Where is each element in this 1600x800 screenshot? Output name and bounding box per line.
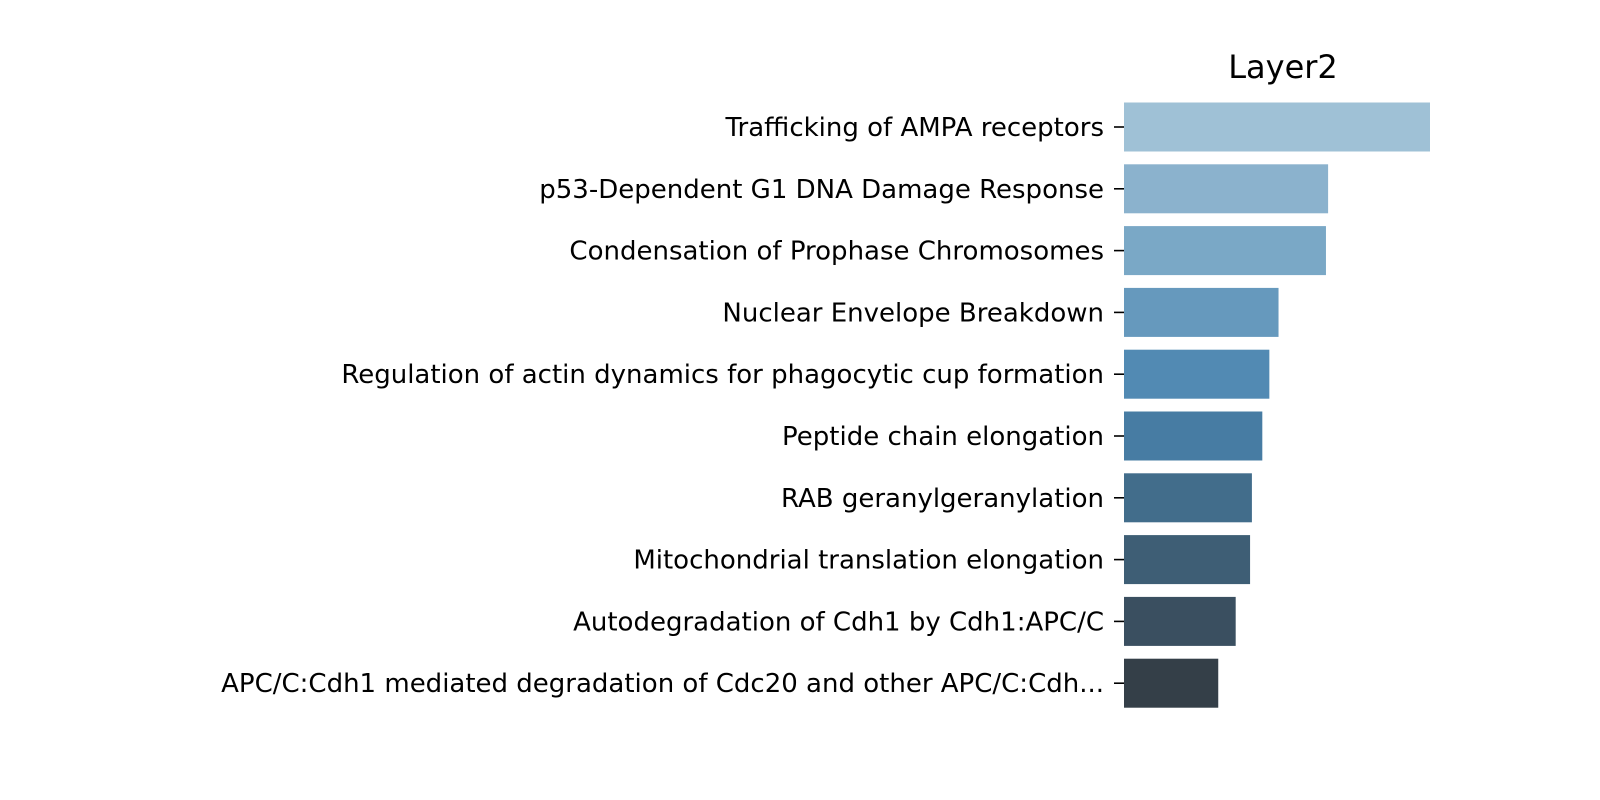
y-tick-label: Nuclear Envelope Breakdown	[722, 298, 1104, 328]
y-tick-label: p53-Dependent G1 DNA Damage Response	[539, 175, 1104, 205]
y-tick-label: RAB geranylgeranylation	[781, 484, 1104, 514]
bar-2	[1124, 164, 1329, 214]
bar-5	[1124, 349, 1270, 399]
y-tick-label: Regulation of actin dynamics for phagocy…	[341, 360, 1104, 390]
bars-group	[1124, 102, 1430, 708]
bar-4	[1124, 287, 1279, 337]
y-axis-tick-labels: Trafficking of AMPA receptors p53-Depende…	[221, 113, 1104, 699]
chart-title: Layer2	[1228, 48, 1338, 86]
y-tick-label: Peptide chain elongation	[782, 422, 1104, 452]
bar-6	[1124, 411, 1263, 461]
bar-1	[1124, 102, 1430, 152]
bar-9	[1124, 596, 1236, 646]
y-tick-label: APC/C:Cdh1 mediated degradation of Cdc20…	[221, 669, 1104, 699]
bar-8	[1124, 535, 1251, 585]
bar-7	[1124, 473, 1252, 523]
y-tick-label: Trafficking of AMPA receptors	[725, 113, 1105, 143]
y-tick-label: Mitochondrial translation elongation	[633, 546, 1104, 576]
y-tick-label: Condensation of Prophase Chromosomes	[569, 237, 1104, 267]
y-axis-ticks	[1114, 126, 1124, 685]
bar-10	[1124, 658, 1219, 708]
bar-3	[1124, 226, 1326, 276]
y-tick-label: Autodegradation of Cdh1 by Cdh1:APC/C	[573, 607, 1104, 637]
